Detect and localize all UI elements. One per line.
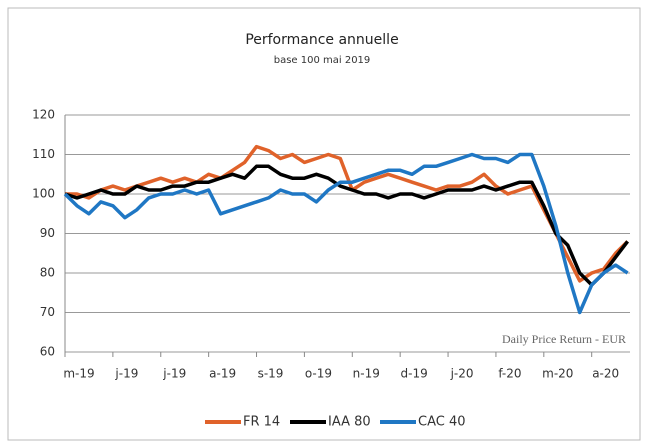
x-tick-label: j-19	[114, 367, 138, 381]
legend-label: CAC 40	[418, 415, 466, 430]
series-line	[63, 152, 629, 315]
x-tick-label: j-19	[162, 367, 186, 381]
x-tick-label: a-19	[209, 367, 236, 381]
y-tick-label: 110	[32, 147, 55, 161]
x-tick-label: d-19	[401, 367, 428, 381]
chart-subtitle: base 100 mai 2019	[274, 55, 371, 66]
x-tick-label: o-19	[305, 367, 332, 381]
legend-label: FR 14	[243, 415, 280, 430]
chart-frame	[7, 7, 641, 441]
legend-label: IAA 80	[328, 415, 371, 430]
x-tick-label: j-20	[450, 367, 474, 381]
y-tick-label: 100	[32, 187, 55, 201]
x-tick-label: f-20	[498, 367, 521, 381]
x-tick-label: n-19	[353, 367, 380, 381]
y-tick-label: 90	[40, 226, 55, 240]
y-tick-label: 80	[40, 266, 55, 280]
x-tick-label: a-20	[592, 367, 619, 381]
y-tick-label: 120	[32, 108, 55, 122]
x-tick-label: m-19	[63, 367, 94, 381]
x-tick-label: m-20	[542, 367, 573, 381]
y-tick-label: 60	[40, 345, 55, 359]
series-line	[65, 144, 629, 283]
series-line	[64, 164, 629, 287]
chart-title: Performance annuelle	[245, 32, 398, 48]
annotation: Daily Price Return - EUR	[502, 332, 626, 346]
y-tick-label: 70	[40, 305, 55, 319]
x-tick-label: s-19	[258, 367, 284, 381]
